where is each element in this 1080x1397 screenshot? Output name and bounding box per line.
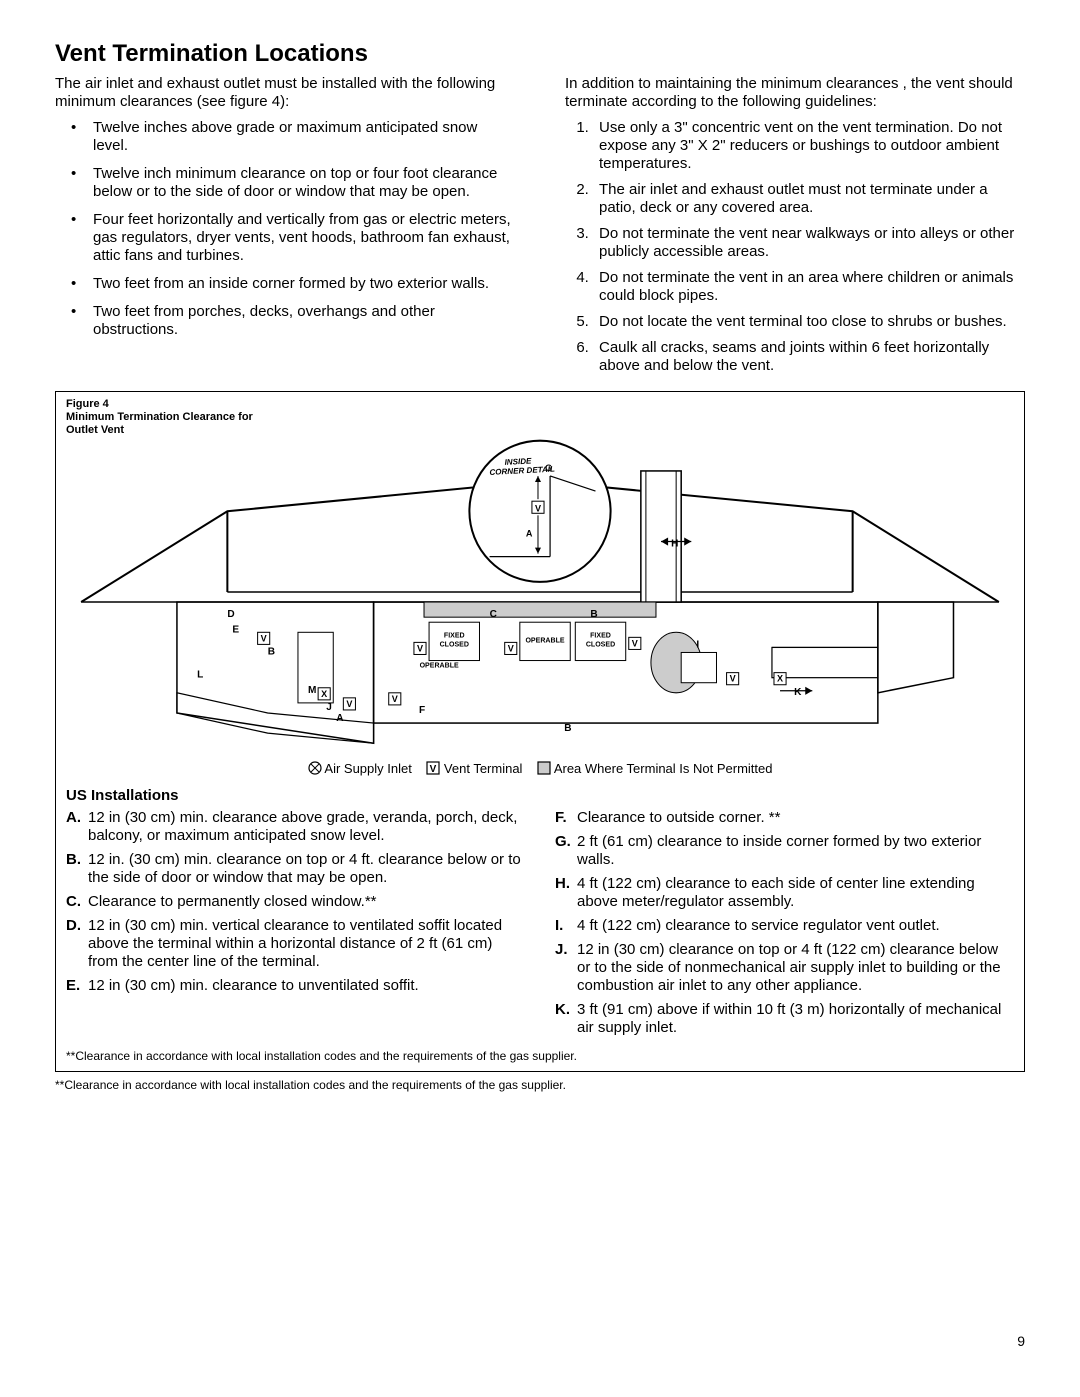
legend-air: Air Supply Inlet	[324, 761, 411, 776]
section-heading: Vent Termination Locations	[55, 40, 1025, 69]
install-item: H.4 ft (122 cm) clearance to each side o…	[555, 875, 1014, 911]
svg-text:FIXED: FIXED	[444, 633, 465, 640]
install-item: G.2 ft (61 cm) clearance to inside corne…	[555, 833, 1014, 869]
figure-label: Minimum Termination Clearance for	[66, 411, 253, 423]
install-item: K.3 ft (91 cm) above if within 10 ft (3 …	[555, 1001, 1014, 1037]
bullet-item: Twelve inch minimum clearance on top or …	[79, 165, 515, 201]
svg-text:CLOSED: CLOSED	[586, 642, 615, 649]
svg-text:E: E	[232, 625, 239, 636]
outer-footnote: **Clearance in accordance with local ins…	[55, 1078, 1025, 1092]
install-item: E.12 in (30 cm) min. clearance to unvent…	[66, 977, 525, 995]
install-item: D.12 in (30 cm) min. vertical clearance …	[66, 917, 525, 971]
legend-area: Area Where Terminal Is Not Permitted	[554, 761, 773, 776]
svg-text:CLOSED: CLOSED	[440, 642, 469, 649]
svg-text:D: D	[227, 610, 234, 621]
svg-text:V: V	[430, 764, 437, 775]
svg-text:OPERABLE: OPERABLE	[420, 663, 459, 670]
install-item: A.12 in (30 cm) min. clearance above gra…	[66, 809, 525, 845]
bullet-item: Two feet from porches, decks, overhangs …	[79, 303, 515, 339]
svg-text:V: V	[261, 634, 267, 644]
install-item: I.4 ft (122 cm) clearance to service reg…	[555, 917, 1014, 935]
svg-text:M: M	[308, 685, 316, 696]
figure-caption: Figure 4 Minimum Termination Clearance f…	[66, 398, 1014, 438]
svg-text:V: V	[508, 644, 514, 654]
house-diagram: V V V V X V V X V D E B L A J F B B C I …	[66, 437, 1014, 757]
figure-label: Outlet Vent	[66, 424, 124, 436]
svg-text:A: A	[336, 713, 344, 724]
top-columns: The air inlet and exhaust outlet must be…	[55, 75, 1025, 383]
svg-text:K: K	[794, 687, 802, 698]
right-column: In addition to maintaining the minimum c…	[565, 75, 1025, 383]
svg-text:A: A	[526, 529, 533, 539]
svg-text:J: J	[326, 702, 332, 713]
numbered-item: Do not terminate the vent near walkways …	[593, 225, 1025, 261]
install-item: B.12 in. (30 cm) min. clearance on top o…	[66, 851, 525, 887]
install-item: F.Clearance to outside corner. **	[555, 809, 1014, 827]
svg-text:X: X	[321, 689, 327, 699]
svg-text:OPERABLE: OPERABLE	[525, 638, 564, 645]
bullet-item: Twelve inches above grade or maximum ant…	[79, 119, 515, 155]
numbered-item: Do not terminate the vent in an area whe…	[593, 269, 1025, 305]
numbered-item: The air inlet and exhaust outlet must no…	[593, 181, 1025, 217]
installation-columns: A.12 in (30 cm) min. clearance above gra…	[66, 809, 1014, 1043]
svg-text:F: F	[419, 705, 425, 716]
intro-right: In addition to maintaining the minimum c…	[565, 75, 1025, 111]
svg-text:V: V	[632, 639, 638, 649]
us-installations-heading: US Installations	[66, 787, 1014, 805]
svg-text:B: B	[268, 647, 275, 658]
svg-text:V: V	[346, 699, 352, 709]
figure-label: Figure 4	[66, 398, 109, 410]
install-col-left: A.12 in (30 cm) min. clearance above gra…	[66, 809, 525, 1043]
bullet-list-left: Twelve inches above grade or maximum ant…	[55, 119, 515, 339]
legend-vent: Vent Terminal	[444, 761, 523, 776]
svg-text:H: H	[671, 539, 678, 550]
inner-footnote: **Clearance in accordance with local ins…	[66, 1049, 1014, 1063]
numbered-list-right: Use only a 3" concentric vent on the ven…	[565, 119, 1025, 375]
numbered-item: Do not locate the vent terminal too clos…	[593, 313, 1025, 331]
numbered-item: Caulk all cracks, seams and joints withi…	[593, 339, 1025, 375]
svg-text:V: V	[392, 694, 398, 704]
svg-text:L: L	[197, 670, 203, 681]
svg-text:X: X	[777, 674, 783, 684]
bullet-item: Two feet from an inside corner formed by…	[79, 275, 515, 293]
figure-4-box: Figure 4 Minimum Termination Clearance f…	[55, 391, 1025, 1073]
svg-text:I: I	[696, 640, 699, 651]
left-column: The air inlet and exhaust outlet must be…	[55, 75, 515, 383]
intro-left: The air inlet and exhaust outlet must be…	[55, 75, 515, 111]
numbered-item: Use only a 3" concentric vent on the ven…	[593, 119, 1025, 173]
svg-text:V: V	[730, 674, 736, 684]
svg-text:C: C	[490, 610, 497, 621]
svg-text:V: V	[535, 504, 541, 514]
install-col-right: F.Clearance to outside corner. ** G.2 ft…	[555, 809, 1014, 1043]
legend-row: Air Supply Inlet V Vent Terminal Area Wh…	[66, 761, 1014, 777]
svg-text:B: B	[564, 723, 571, 734]
svg-text:V: V	[417, 644, 423, 654]
page-number: 9	[55, 1333, 1025, 1350]
svg-text:B: B	[590, 610, 597, 621]
install-item: J.12 in (30 cm) clearance on top or 4 ft…	[555, 941, 1014, 995]
bullet-item: Four feet horizontally and vertically fr…	[79, 211, 515, 265]
install-item: C.Clearance to permanently closed window…	[66, 893, 525, 911]
svg-text:FIXED: FIXED	[590, 633, 611, 640]
